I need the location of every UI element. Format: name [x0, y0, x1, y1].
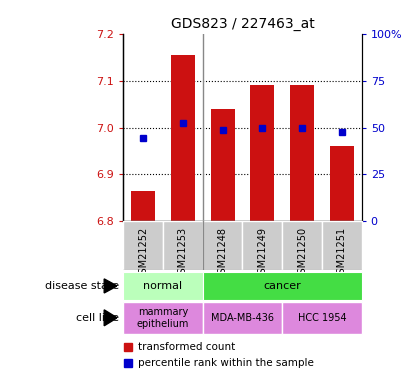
Text: cancer: cancer: [263, 281, 301, 291]
Text: HCC 1954: HCC 1954: [298, 313, 346, 323]
Bar: [282, 302, 362, 334]
Title: GDS823 / 227463_at: GDS823 / 227463_at: [171, 17, 314, 32]
Text: mammary
epithelium: mammary epithelium: [137, 307, 189, 328]
Bar: [163, 221, 203, 270]
Text: normal: normal: [143, 281, 182, 291]
Bar: [203, 272, 362, 300]
Bar: [330, 146, 354, 221]
Text: GSM21250: GSM21250: [297, 227, 307, 280]
Polygon shape: [104, 279, 117, 293]
Bar: [250, 86, 274, 221]
Bar: [211, 109, 235, 221]
Text: percentile rank within the sample: percentile rank within the sample: [138, 358, 314, 368]
Text: GSM21253: GSM21253: [178, 227, 188, 280]
Text: transformed count: transformed count: [138, 342, 235, 352]
Text: GSM21252: GSM21252: [138, 227, 148, 280]
Bar: [131, 191, 155, 221]
Text: cell line: cell line: [76, 313, 119, 323]
Bar: [282, 221, 322, 270]
Bar: [322, 221, 362, 270]
Bar: [123, 272, 203, 300]
Text: disease state: disease state: [45, 281, 119, 291]
Bar: [203, 302, 282, 334]
Text: GSM21251: GSM21251: [337, 227, 347, 280]
Text: GSM21249: GSM21249: [257, 227, 267, 280]
Text: MDA-MB-436: MDA-MB-436: [211, 313, 274, 323]
Bar: [242, 221, 282, 270]
Text: GSM21248: GSM21248: [218, 227, 228, 280]
Bar: [290, 86, 314, 221]
Bar: [171, 55, 195, 221]
Bar: [123, 221, 163, 270]
Polygon shape: [104, 310, 117, 326]
Bar: [203, 221, 242, 270]
Bar: [123, 302, 203, 334]
